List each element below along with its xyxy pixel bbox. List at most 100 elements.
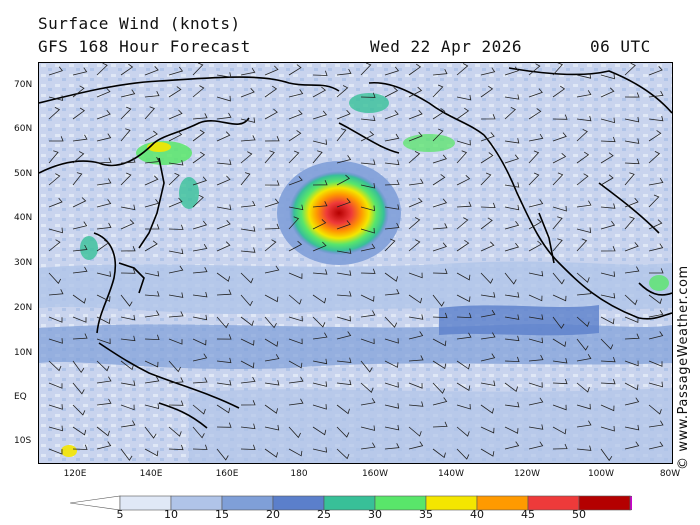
wind-barb xyxy=(456,312,472,319)
wind-barb xyxy=(312,241,327,252)
wind-barb xyxy=(552,238,563,252)
wind-barb xyxy=(600,73,615,80)
wind-barb xyxy=(120,294,133,307)
wind-barb xyxy=(600,174,614,186)
wind-barb xyxy=(432,242,447,252)
wind-barb xyxy=(264,380,280,386)
wind-barb xyxy=(264,354,280,362)
wind-barb xyxy=(480,380,496,386)
wind-barb xyxy=(336,315,351,322)
wind-barb xyxy=(648,151,661,164)
lon-label: 140W xyxy=(437,469,465,479)
wind-patch-china xyxy=(80,236,98,260)
wind-barb xyxy=(192,220,208,230)
wind-barb xyxy=(312,426,327,436)
wind-barb xyxy=(648,219,663,230)
wind-barb xyxy=(624,266,640,274)
wind-barb xyxy=(384,204,400,210)
wind-barb xyxy=(120,380,136,386)
wind-barb xyxy=(144,376,160,384)
wind-barb xyxy=(552,378,568,385)
wind-barb xyxy=(360,115,376,121)
wind-barb xyxy=(288,64,302,76)
wind-barb xyxy=(192,314,208,321)
wind-barb xyxy=(456,272,471,281)
wind-barb xyxy=(384,403,400,409)
wind-barb xyxy=(144,91,160,98)
wind-barb xyxy=(576,382,590,393)
wind-barb xyxy=(648,130,662,142)
wind-barb xyxy=(288,338,303,345)
wind-barb xyxy=(432,397,448,406)
credit-text[interactable]: © www.PassageWeather.com xyxy=(676,265,691,470)
wind-barb xyxy=(576,115,592,122)
wind-barb xyxy=(192,176,207,186)
wind-barb xyxy=(216,448,229,461)
wind-barb xyxy=(528,133,544,142)
wind-barb xyxy=(216,334,232,340)
wind-barb xyxy=(360,205,375,212)
wind-barb xyxy=(96,87,111,98)
wind-barb xyxy=(456,294,471,303)
wind-barb xyxy=(600,136,616,143)
wind-barb xyxy=(384,66,400,76)
wind-barb xyxy=(192,243,208,252)
wind-barb xyxy=(336,109,351,120)
wind-barb xyxy=(648,404,662,415)
wind-barb xyxy=(528,270,544,277)
wind-patch-bering xyxy=(349,93,389,113)
wind-barb xyxy=(216,422,232,428)
legend-tick: 5 xyxy=(116,508,124,521)
wind-barb xyxy=(312,332,328,340)
wind-barb xyxy=(432,360,447,370)
legend-tick: 50 xyxy=(572,508,586,521)
wind-barb xyxy=(240,172,251,186)
wind-barb xyxy=(312,201,328,208)
wind-barb xyxy=(624,441,640,450)
wind-barb xyxy=(648,381,663,388)
wind-barb xyxy=(600,404,615,412)
wind-barb xyxy=(120,63,134,76)
lon-label: 100W xyxy=(587,469,615,479)
wind-barb xyxy=(216,72,232,78)
wind-barb xyxy=(432,421,448,428)
wind-barb xyxy=(624,294,638,306)
wind-barb xyxy=(384,424,400,431)
wind-barb xyxy=(504,204,520,211)
wind-barb xyxy=(649,268,664,274)
wind-barb xyxy=(408,131,423,142)
wind-barb xyxy=(120,268,136,274)
wind-barb xyxy=(72,333,88,340)
wind-barb xyxy=(216,241,231,252)
wind-barb xyxy=(288,240,303,252)
wind-barb xyxy=(648,331,664,340)
wind-barb xyxy=(624,63,636,76)
wind-barb xyxy=(456,426,470,437)
wind-barb xyxy=(480,448,495,457)
wind-barb xyxy=(456,239,470,252)
wind-barb xyxy=(96,338,111,345)
wind-barb xyxy=(552,426,567,435)
wind-barb xyxy=(648,309,664,318)
wind-barb xyxy=(552,358,568,364)
wind-barb xyxy=(624,333,640,340)
wind-barb xyxy=(336,448,350,460)
wind-barb xyxy=(456,360,471,370)
wind-barb xyxy=(240,360,255,369)
lat-label: 10N xyxy=(14,348,33,358)
wind-barb xyxy=(48,289,64,296)
wind-barb xyxy=(408,401,424,407)
wind-barbs xyxy=(48,63,664,462)
wind-barb xyxy=(240,247,256,253)
wind-barb xyxy=(648,294,662,305)
wind-barb xyxy=(264,150,275,164)
wind-barb xyxy=(312,294,327,304)
wind-barb xyxy=(456,382,471,392)
wind-barb xyxy=(408,331,424,340)
wind-barb xyxy=(528,150,540,164)
wind-barb xyxy=(360,183,376,189)
wind-barb xyxy=(384,179,400,186)
wind-barb xyxy=(432,312,448,319)
lat-label: 10S xyxy=(14,436,32,446)
wind-barb xyxy=(456,332,472,340)
